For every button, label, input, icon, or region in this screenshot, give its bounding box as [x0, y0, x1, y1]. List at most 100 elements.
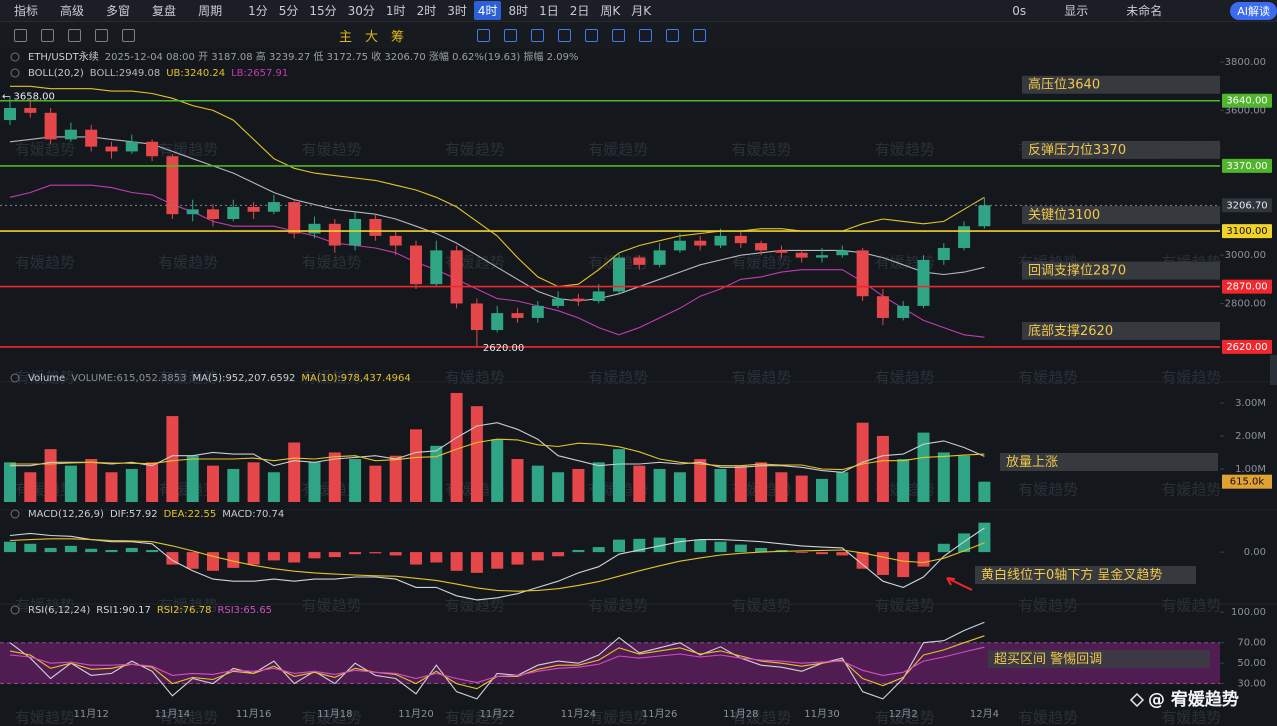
macd-bar — [714, 541, 727, 553]
period-button[interactable]: 4时 — [473, 1, 502, 20]
icon[interactable] — [531, 28, 545, 42]
x-tick-label: 11月16 — [236, 708, 271, 720]
indicator-line — [10, 438, 985, 471]
macd-bar — [44, 547, 57, 553]
macd-bar — [247, 552, 260, 565]
icon[interactable] — [639, 28, 653, 42]
watermark: 有媛趋势 — [15, 141, 75, 159]
macd-bar — [552, 552, 565, 557]
tool-button[interactable]: 0s — [1012, 3, 1027, 18]
icon[interactable] — [41, 28, 54, 42]
period-button[interactable]: 5分 — [278, 4, 299, 18]
period-button[interactable]: 8时 — [508, 4, 529, 18]
indicator-line — [9, 538, 985, 592]
low-mark: 2620.00 — [483, 343, 524, 354]
tool-button[interactable]: 显示 — [1064, 4, 1089, 18]
volume-bar — [694, 459, 707, 502]
macd-bar — [227, 552, 240, 568]
watermark: 有媛趋势 — [1161, 481, 1221, 499]
candle-body — [105, 146, 118, 152]
period-button[interactable]: 月K — [631, 4, 652, 18]
macd-bar — [917, 552, 930, 567]
volume-bar — [470, 406, 483, 502]
icon[interactable] — [558, 28, 572, 42]
watermark: 有媛趋势 — [15, 597, 75, 615]
tool-button[interactable]: 多窗 — [106, 4, 131, 18]
x-tick-label: 11月20 — [398, 708, 433, 720]
watermark: 有媛趋势 — [732, 709, 792, 726]
candle-body — [552, 298, 565, 306]
y-tick-label: 0.00 — [1244, 547, 1266, 558]
candle-body — [44, 112, 57, 140]
tool-button[interactable]: 复盘 — [152, 4, 177, 18]
candle-body — [288, 202, 301, 234]
tool-button[interactable]: 高级 — [60, 4, 85, 18]
icon[interactable] — [585, 28, 599, 42]
icon[interactable] — [95, 28, 108, 42]
main-tool[interactable]: 筹 — [391, 29, 405, 45]
period-button[interactable]: 15分 — [309, 4, 337, 18]
candle-body — [389, 235, 402, 246]
watermark: 有媛趋势 — [1161, 597, 1221, 615]
candle-body — [613, 257, 625, 292]
period-button[interactable]: 2时 — [416, 4, 437, 18]
right-tools: 0s 显示 未命名 — [1012, 2, 1230, 19]
legend-text: DIF:57.92 — [110, 509, 158, 520]
period-button[interactable]: 周K — [600, 4, 621, 18]
legend-text: Volume — [28, 373, 65, 384]
x-tick-label: 12月4 — [970, 708, 999, 720]
annotation-arrow — [946, 577, 973, 591]
icon[interactable] — [14, 28, 27, 42]
watermark: 有媛趋势 — [875, 141, 935, 159]
y-tick-label: 3800.00 — [1225, 57, 1266, 68]
level-tag — [1222, 279, 1272, 294]
main-tool[interactable]: 主 — [339, 29, 353, 45]
icon[interactable] — [612, 28, 626, 42]
period-button[interactable]: 2日 — [569, 4, 590, 18]
period-button[interactable]: 1时 — [385, 4, 406, 18]
watermark: 有媛趋势 — [158, 709, 218, 726]
candle-body — [856, 250, 869, 297]
volume-bar — [288, 442, 301, 502]
volume-bar — [369, 465, 382, 502]
icon[interactable] — [693, 28, 707, 42]
period-selector: 1分 5分 15分 30分 1时 2时 3时 4时 8时 1日 2日 周K 月K — [244, 1, 658, 20]
watermark: 有媛趋势 — [732, 369, 792, 387]
ai-button[interactable]: AI解读 — [1230, 1, 1277, 20]
level-tag-label: 2620.00 — [1226, 342, 1267, 353]
period-button[interactable]: 3时 — [447, 4, 467, 18]
tool-button[interactable]: 周期 — [198, 4, 223, 18]
macd-bar — [389, 552, 402, 556]
period-button[interactable]: 1分 — [248, 4, 268, 18]
icon[interactable] — [666, 28, 680, 42]
period-button[interactable]: 1日 — [539, 4, 559, 18]
icon[interactable] — [68, 28, 81, 42]
macd-bar — [146, 550, 159, 553]
icon[interactable] — [477, 28, 491, 42]
volume-bar — [166, 416, 179, 502]
volume-bar — [64, 465, 77, 502]
macd-bar — [4, 541, 16, 553]
watermark: 有媛趋势 — [302, 141, 362, 159]
candle-body — [24, 107, 37, 113]
annotation-box — [975, 566, 1196, 584]
main-tool[interactable]: 大 — [365, 29, 379, 45]
level-note: 反弹压力位3370 — [1028, 143, 1126, 158]
watermark: 有媛趋势 — [158, 597, 218, 615]
x-tick-label: 11月30 — [804, 708, 839, 720]
volume-bar — [755, 462, 768, 502]
tool-button[interactable]: 未命名 — [1126, 4, 1163, 18]
macd-bar — [613, 539, 625, 553]
y-tick-label: 3600.00 — [1225, 105, 1266, 116]
watermark: 有媛趋势 — [445, 369, 505, 387]
tool-button[interactable]: 指标 — [14, 4, 39, 18]
watermark: 有媛趋势 — [302, 597, 362, 615]
watermark: 有媛趋势 — [875, 369, 935, 387]
level-note-box — [1022, 261, 1220, 280]
icon[interactable] — [504, 28, 518, 42]
level-tag-label: 2870.00 — [1226, 282, 1267, 293]
macd-bar — [105, 550, 118, 553]
icon[interactable] — [122, 28, 135, 42]
legend-text: BOLL(20,2) — [28, 68, 84, 79]
period-button[interactable]: 30分 — [347, 4, 375, 18]
